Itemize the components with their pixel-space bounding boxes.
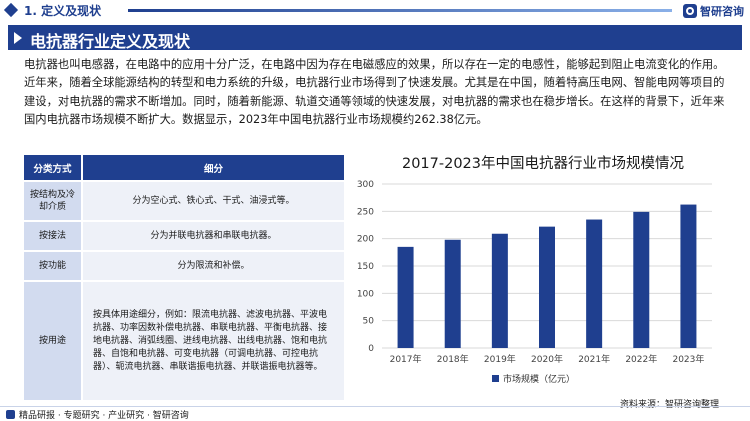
row-type: 按接法 xyxy=(24,221,82,252)
y-tick-label: 0 xyxy=(368,344,374,354)
table-row: 按功能 分为限流和补偿。 xyxy=(24,251,344,282)
y-tick-label: 100 xyxy=(357,289,374,299)
row-detail: 分为并联电抗器和串联电抗器。 xyxy=(81,221,344,252)
title-arrow-icon xyxy=(14,32,22,44)
bar xyxy=(586,219,603,348)
row-detail: 分为空心式、铁心式、干式、油浸式等。 xyxy=(81,181,344,222)
section-title: 1. 定义及现状 xyxy=(24,4,102,18)
y-tick-label: 300 xyxy=(357,180,374,190)
table-header-detail: 细分 xyxy=(81,155,344,182)
bar-chart: 0 50 100 150 200 250 300 2017年 2018年 2019年 2020年 20… xyxy=(357,180,712,385)
y-tick-label: 250 xyxy=(357,207,374,217)
page-title: 电抗器行业定义及现状 xyxy=(30,32,191,51)
table-row: 按用途 按具体用途细分，例如：限流电抗器、滤波电抗器、平波电抗器、功率因数补偿电… xyxy=(24,281,344,402)
footer-text: 精品研报 · 专题研究 · 产业研究 · 智研咨询 xyxy=(19,411,189,421)
source-note: 资料来源：智研咨询整理 xyxy=(620,400,720,410)
logo-icon xyxy=(683,4,697,18)
brand-logo: 智研咨询 xyxy=(683,3,744,19)
bar xyxy=(539,226,555,348)
title-bar: 电抗器行业定义及现状 xyxy=(8,25,742,51)
footer-divider xyxy=(0,406,750,407)
x-tick-label: 2020年 xyxy=(531,353,563,365)
top-header: 1. 定义及现状 智研咨询 xyxy=(0,0,750,22)
y-tick-label: 50 xyxy=(363,317,375,327)
y-tick-label: 150 xyxy=(357,262,374,272)
table-row: 按结构及冷却介质 分为空心式、铁心式、干式、油浸式等。 xyxy=(24,181,344,222)
footer-icon xyxy=(6,410,15,419)
x-tick-label: 2018年 xyxy=(437,353,469,365)
bar xyxy=(633,211,650,348)
table-header-type: 分类方式 xyxy=(24,155,82,182)
bar xyxy=(680,204,697,348)
y-tick-label: 200 xyxy=(357,235,374,245)
header-stripe xyxy=(128,9,672,12)
footer: 精品研报 · 专题研究 · 产业研究 · 智研咨询 xyxy=(6,408,189,421)
bar xyxy=(397,246,414,348)
section-diamond-icon xyxy=(3,2,19,18)
x-tick-label: 2021年 xyxy=(578,353,610,365)
classification-table: 分类方式 细分 按结构及冷却介质 分为空心式、铁心式、干式、油浸式等。 按接法 … xyxy=(24,155,344,402)
table-header-row: 分类方式 细分 xyxy=(24,155,344,182)
row-type: 按结构及冷却介质 xyxy=(24,181,82,222)
chart-title: 2017-2023年中国电抗器行业市场规模情况 xyxy=(401,156,685,172)
bar xyxy=(444,239,461,348)
legend-swatch xyxy=(492,375,499,382)
table-row: 按接法 分为并联电抗器和串联电抗器。 xyxy=(24,221,344,252)
x-tick-label: 2019年 xyxy=(484,353,516,365)
x-tick-label: 2017年 xyxy=(390,353,422,365)
row-detail: 按具体用途细分，例如：限流电抗器、滤波电抗器、平波电抗器、功率因数补偿电抗器、串… xyxy=(81,281,344,402)
row-detail: 分为限流和补偿。 xyxy=(81,251,344,282)
bar xyxy=(491,233,508,348)
legend-label: 市场规模（亿元） xyxy=(503,373,575,385)
x-tick-label: 2022年 xyxy=(625,353,657,365)
row-type: 按用途 xyxy=(24,281,82,402)
row-type: 按功能 xyxy=(24,251,82,282)
intro-paragraph: 电抗器也叫电感器，在电路中的应用十分广泛，在电路中因为存在电磁感应的效果，所以存… xyxy=(24,58,725,127)
logo-text: 智研咨询 xyxy=(700,5,744,18)
x-tick-label: 2023年 xyxy=(672,353,704,365)
